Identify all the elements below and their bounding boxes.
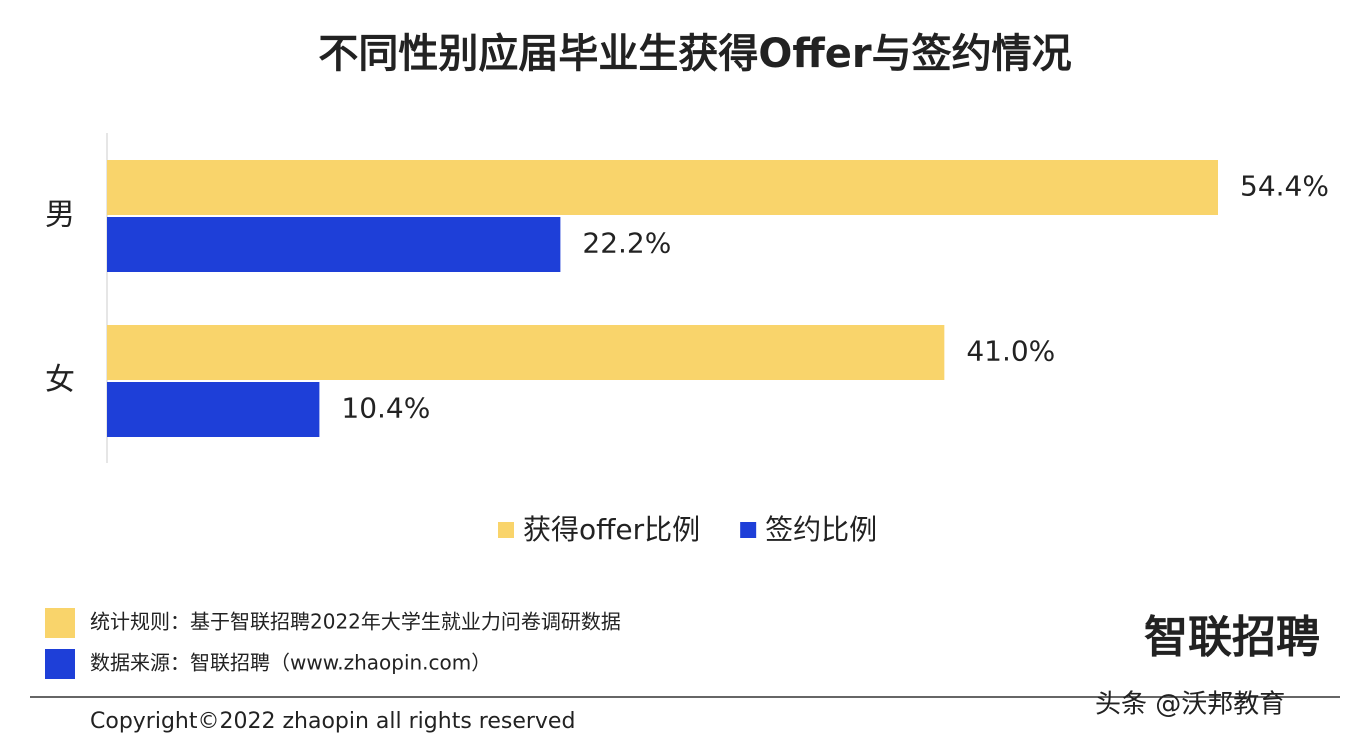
note-text: 数据来源：智联招聘（www.zhaopin.com）: [90, 651, 491, 675]
data-label: 22.2%: [582, 227, 671, 260]
bar: [107, 325, 945, 380]
y-tick-label: 男: [45, 198, 75, 233]
bar: [107, 217, 561, 272]
copyright: Copyright©2022 zhaopin all rights reserv…: [90, 709, 575, 734]
legend-label: 获得offer比例: [523, 513, 700, 546]
data-label: 10.4%: [341, 392, 430, 425]
data-label: 41.0%: [966, 335, 1055, 368]
note-text: 统计规则：基于智联招聘2022年大学生就业力问卷调研数据: [90, 610, 621, 634]
bar: [107, 160, 1218, 215]
note-swatch: [45, 649, 75, 679]
watermark: 头条 @沃邦教育: [1095, 690, 1285, 720]
chart-title: 不同性别应届毕业生获得Offer与签约情况: [318, 31, 1071, 77]
note-swatch: [45, 608, 75, 638]
legend-label: 签约比例: [765, 513, 877, 546]
data-label: 54.4%: [1240, 170, 1329, 203]
legend-swatch: [498, 522, 514, 538]
legend-swatch: [740, 522, 757, 538]
logo: 智联招聘: [1144, 612, 1320, 663]
y-tick-label: 女: [45, 363, 75, 398]
bar: [107, 382, 320, 437]
